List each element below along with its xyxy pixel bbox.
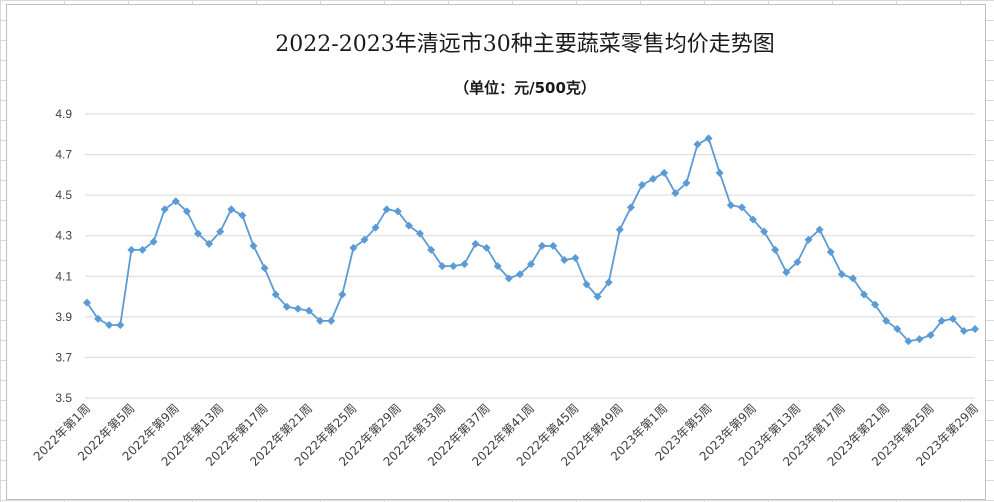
data-point <box>893 325 902 334</box>
data-point <box>305 306 313 315</box>
data-point <box>615 225 624 234</box>
data-point <box>360 235 369 244</box>
data-point <box>704 134 713 143</box>
data-point <box>571 254 580 263</box>
data-point <box>549 241 558 250</box>
data-point <box>449 262 458 271</box>
data-point <box>871 300 880 309</box>
data-point <box>793 258 802 267</box>
data-point <box>205 239 214 248</box>
chart-container: 2022-2023年清远市30种主要蔬菜零售均价走势图 （单位：元/500克） … <box>6 4 986 500</box>
data-point <box>904 337 913 346</box>
gridlines <box>85 113 975 399</box>
data-point <box>504 274 513 283</box>
data-point <box>959 327 968 336</box>
data-point <box>671 189 680 198</box>
data-point <box>815 225 824 234</box>
data-point <box>105 320 114 329</box>
data-point <box>848 274 857 283</box>
y-tick-label: 3.7 <box>55 350 72 364</box>
data-point <box>626 203 635 212</box>
data-point <box>471 239 480 248</box>
y-tick-label: 4.3 <box>55 229 72 243</box>
data-point <box>948 314 957 323</box>
data-point <box>83 298 91 307</box>
data-point <box>293 304 302 313</box>
data-point <box>493 262 502 271</box>
data-point <box>538 241 547 250</box>
data-point <box>116 320 125 329</box>
data-point <box>527 260 535 269</box>
data-point <box>915 335 924 344</box>
data-point <box>926 331 935 340</box>
line-chart: 2022-2023年清远市30种主要蔬菜零售均价走势图 （单位：元/500克） … <box>31 32 981 469</box>
data-point <box>482 243 491 252</box>
data-point <box>638 181 646 189</box>
data-point <box>782 268 791 277</box>
chart-subtitle: （单位：元/500克） <box>454 79 596 97</box>
data-point <box>460 260 469 269</box>
data-point <box>94 314 103 323</box>
data-point <box>937 316 946 325</box>
data-point <box>660 168 669 177</box>
data-point <box>216 227 225 236</box>
data-point <box>760 227 769 236</box>
data-point <box>338 290 347 299</box>
data-point <box>438 262 447 271</box>
data-point <box>593 292 602 301</box>
data-point <box>416 229 424 238</box>
data-point <box>404 221 413 230</box>
data-point <box>382 205 391 214</box>
chart-title: 2022-2023年清远市30种主要蔬菜零售均价走势图 <box>275 32 774 57</box>
data-point <box>771 245 780 254</box>
data-point <box>260 264 269 273</box>
y-tick-label: 4.9 <box>55 107 72 121</box>
data-point <box>138 245 147 254</box>
data-point <box>749 215 757 224</box>
data-point <box>171 197 180 206</box>
data-point <box>282 302 291 311</box>
x-axis-ticks: 2022年第1周2022年第5周2022年第9周2022年第13周2022年第1… <box>31 401 981 469</box>
data-point <box>182 207 191 216</box>
data-point <box>837 270 846 279</box>
data-point <box>649 174 658 183</box>
data-point <box>882 316 891 325</box>
data-point <box>371 223 380 232</box>
data-point <box>515 270 524 279</box>
data-point <box>737 203 746 212</box>
y-tick-label: 4.5 <box>55 188 72 202</box>
data-point <box>149 237 158 246</box>
data-point <box>349 243 358 252</box>
data-point <box>160 205 169 214</box>
data-point <box>393 207 402 216</box>
data-point <box>271 290 280 299</box>
y-tick-label: 3.5 <box>55 391 72 405</box>
y-tick-label: 4.1 <box>55 269 72 283</box>
series-line <box>86 137 976 343</box>
data-point <box>971 325 979 334</box>
data-point <box>693 140 702 149</box>
data-point <box>327 316 336 325</box>
data-point <box>604 278 613 287</box>
y-axis-ticks: 3.5 3.7 3.9 4.1 4.3 4.5 4.7 4.9 <box>55 107 72 405</box>
data-point <box>715 168 724 177</box>
data-point <box>249 241 258 250</box>
data-point <box>804 235 813 244</box>
data-point <box>826 247 835 256</box>
data-point <box>194 229 202 238</box>
data-point <box>427 245 436 254</box>
price-series <box>83 134 979 346</box>
data-point <box>726 201 735 210</box>
data-point <box>682 178 691 187</box>
y-tick-label: 3.9 <box>55 310 72 324</box>
y-tick-label: 4.7 <box>55 148 72 162</box>
data-point <box>582 280 591 289</box>
data-point <box>860 290 868 299</box>
data-point <box>560 256 569 265</box>
data-point <box>316 316 325 325</box>
data-point <box>227 205 236 214</box>
data-point <box>238 211 247 220</box>
data-point <box>127 245 136 254</box>
